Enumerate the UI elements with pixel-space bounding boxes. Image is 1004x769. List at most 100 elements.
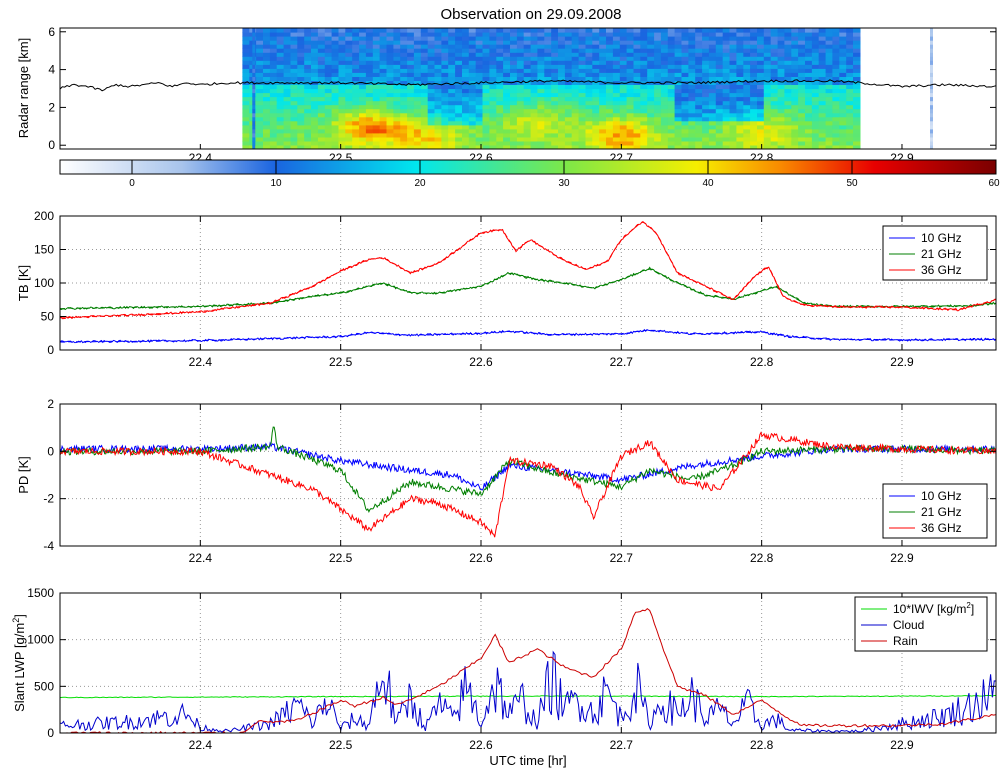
radar-cell xyxy=(750,76,758,81)
radar-cell xyxy=(770,124,779,130)
radar-cell xyxy=(777,128,786,134)
radar-cell xyxy=(434,52,442,57)
radar-cell xyxy=(578,96,587,102)
radar-cell xyxy=(462,104,470,110)
radar-cell xyxy=(455,145,463,149)
radar-cell xyxy=(434,128,442,134)
radar-cell xyxy=(825,64,834,69)
radar-cell xyxy=(832,92,840,98)
radar-cell xyxy=(853,40,861,45)
radar-cell xyxy=(530,92,539,98)
radar-cell xyxy=(763,108,772,114)
radar-cell xyxy=(811,104,820,110)
radar-cell xyxy=(544,80,552,85)
radar-cell xyxy=(715,32,724,37)
radar-cell xyxy=(427,92,436,98)
radar-cell xyxy=(304,28,312,33)
radar-cell xyxy=(633,72,641,77)
radar-cell xyxy=(654,40,662,45)
radar-cell xyxy=(468,80,477,85)
radar-cell xyxy=(805,104,813,110)
radar-cell xyxy=(578,92,587,98)
radar-cell xyxy=(681,92,689,98)
radar-cell xyxy=(757,136,765,142)
radar-cell xyxy=(688,108,696,114)
radar-cell xyxy=(798,140,806,146)
radar-cell xyxy=(811,44,820,49)
radar-cell xyxy=(674,76,683,81)
radar-cell xyxy=(729,124,737,130)
radar-cell xyxy=(736,64,744,69)
radar-cell xyxy=(832,88,840,94)
radar-cell xyxy=(331,84,340,90)
radar-cell xyxy=(667,104,676,110)
radar-cell xyxy=(455,84,463,90)
radar-cell xyxy=(633,60,641,65)
radar-cell xyxy=(757,76,765,81)
radar-cell xyxy=(722,108,731,114)
radar-cell xyxy=(365,100,374,106)
radar-cell xyxy=(359,128,367,134)
radar-cell xyxy=(386,88,394,94)
radar-cell xyxy=(606,128,614,134)
radar-cell xyxy=(365,120,374,126)
radar-cell xyxy=(626,100,635,106)
radar-cell xyxy=(708,104,717,110)
radar-cell xyxy=(475,140,484,146)
radar-cell xyxy=(263,56,271,61)
radar-cell xyxy=(619,56,628,61)
radar-cell xyxy=(757,56,765,61)
radar-cell xyxy=(647,136,655,142)
radar-cell xyxy=(393,132,401,138)
radar-cell xyxy=(729,52,737,57)
radar-cell xyxy=(674,56,683,61)
radar-cell xyxy=(338,84,346,90)
radar-cell xyxy=(468,68,477,73)
radar-cell xyxy=(777,140,786,146)
lwp-y-axis-label-end: ] xyxy=(12,614,27,618)
radar-cell xyxy=(818,124,827,130)
radar-cell xyxy=(832,48,840,53)
radar-cell xyxy=(695,112,703,118)
radar-cell xyxy=(743,92,751,98)
radar-cell xyxy=(290,36,298,41)
radar-cell xyxy=(530,68,539,73)
radar-stray-cell xyxy=(252,68,256,73)
colorbar-tick-label-3: 30 xyxy=(558,178,570,189)
radar-cell xyxy=(818,28,827,33)
radar-cell xyxy=(510,116,518,122)
radar-cell xyxy=(537,120,545,126)
radar-cell xyxy=(757,128,765,134)
radar-cell xyxy=(647,145,655,149)
radar-cell xyxy=(468,28,477,33)
radar-cell xyxy=(606,96,614,102)
radar-cell xyxy=(715,112,724,118)
radar-cell xyxy=(606,56,614,61)
colorbar-gradient xyxy=(59,159,997,175)
radar-cell xyxy=(482,28,490,33)
radar-cell xyxy=(455,44,463,49)
radar-cell xyxy=(523,64,532,69)
x-tick-label-5: 22.9 xyxy=(890,551,914,565)
radar-cell xyxy=(743,48,751,53)
radar-cell xyxy=(626,120,635,126)
radar-cell xyxy=(599,36,607,41)
radar-cell xyxy=(413,128,422,134)
radar-cell xyxy=(825,84,834,90)
radar-cell xyxy=(338,80,346,85)
radar-cell xyxy=(750,44,758,49)
radar-cell xyxy=(345,116,353,122)
radar-cell xyxy=(791,128,799,134)
y-tick-label-2: 0 xyxy=(47,444,54,458)
radar-cell xyxy=(311,145,319,149)
radar-cell xyxy=(420,60,429,65)
radar-cell xyxy=(331,100,340,106)
radar-cell xyxy=(503,32,511,37)
radar-cell xyxy=(269,48,278,53)
radar-cell xyxy=(578,116,587,122)
radar-cell xyxy=(654,60,662,65)
radar-cell xyxy=(571,104,580,110)
radar-cell xyxy=(743,136,751,142)
radar-cell xyxy=(791,68,799,73)
